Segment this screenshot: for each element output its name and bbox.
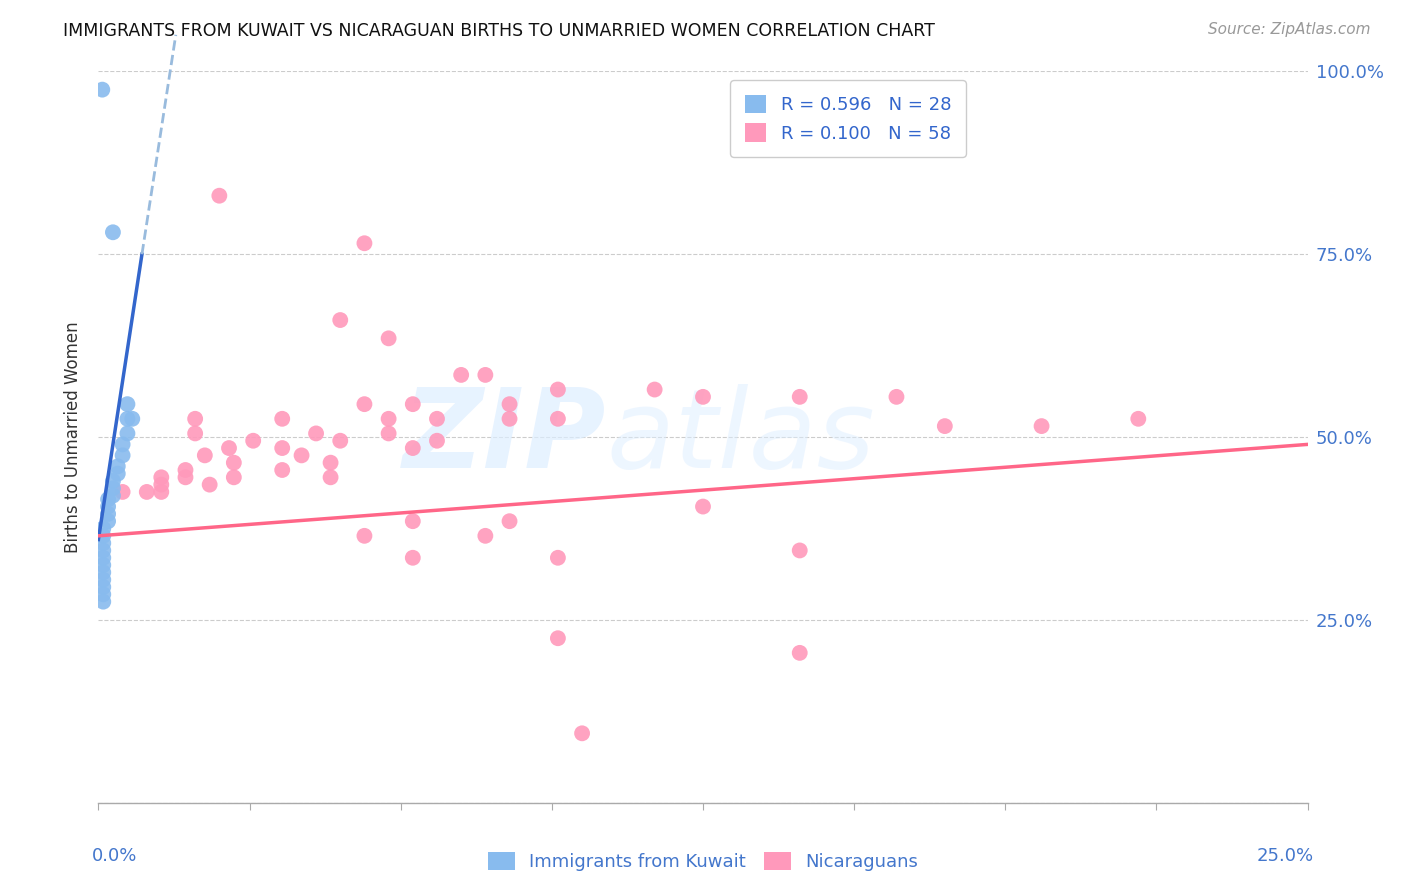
Point	[692, 390, 714, 404]
Point	[353, 397, 375, 411]
Point	[474, 529, 496, 543]
Point	[111, 448, 134, 462]
Text: 0.0%: 0.0%	[93, 847, 138, 864]
Point	[198, 477, 221, 491]
Point	[402, 514, 425, 528]
Point	[547, 550, 569, 565]
Point	[107, 459, 129, 474]
Point	[97, 507, 120, 521]
Point	[194, 448, 217, 462]
Point	[174, 470, 197, 484]
Point	[571, 726, 593, 740]
Point	[547, 412, 569, 426]
Text: 25.0%: 25.0%	[1257, 847, 1313, 864]
Point	[271, 441, 294, 455]
Point	[547, 383, 569, 397]
Point	[402, 441, 425, 455]
Point	[319, 456, 342, 470]
Point	[150, 477, 173, 491]
Point	[150, 485, 173, 500]
Point	[91, 83, 114, 97]
Text: atlas: atlas	[606, 384, 875, 491]
Point	[97, 492, 120, 507]
Point	[789, 390, 811, 404]
Point	[353, 236, 375, 251]
Point	[242, 434, 264, 448]
Point	[377, 426, 399, 441]
Point	[101, 225, 124, 239]
Point	[91, 536, 114, 550]
Point	[644, 383, 666, 397]
Legend: Immigrants from Kuwait, Nicaraguans: Immigrants from Kuwait, Nicaraguans	[481, 845, 925, 879]
Point	[450, 368, 472, 382]
Point	[101, 489, 124, 503]
Point	[498, 514, 520, 528]
Point	[117, 426, 139, 441]
Point	[222, 456, 245, 470]
Point	[91, 566, 114, 580]
Point	[117, 397, 139, 411]
Point	[353, 529, 375, 543]
Point	[222, 470, 245, 484]
Point	[692, 500, 714, 514]
Point	[101, 481, 124, 495]
Point	[547, 632, 569, 646]
Point	[174, 463, 197, 477]
Point	[329, 313, 352, 327]
Point	[91, 558, 114, 573]
Point	[329, 434, 352, 448]
Point	[91, 573, 114, 587]
Point	[319, 470, 342, 484]
Point	[91, 587, 114, 601]
Y-axis label: Births to Unmarried Women: Births to Unmarried Women	[65, 321, 83, 553]
Point	[97, 500, 120, 514]
Point	[184, 412, 207, 426]
Point	[91, 594, 114, 608]
Point	[111, 437, 134, 451]
Text: IMMIGRANTS FROM KUWAIT VS NICARAGUAN BIRTHS TO UNMARRIED WOMEN CORRELATION CHART: IMMIGRANTS FROM KUWAIT VS NICARAGUAN BIR…	[63, 22, 935, 40]
Point	[290, 448, 312, 462]
Point	[377, 412, 399, 426]
Point	[97, 514, 120, 528]
Point	[1031, 419, 1053, 434]
Point	[91, 543, 114, 558]
Point	[886, 390, 908, 404]
Point	[498, 412, 520, 426]
Point	[218, 441, 240, 455]
Point	[426, 434, 449, 448]
Point	[91, 580, 114, 594]
Legend: R = 0.596   N = 28, R = 0.100   N = 58: R = 0.596 N = 28, R = 0.100 N = 58	[730, 80, 966, 157]
Text: ZIP: ZIP	[402, 384, 606, 491]
Point	[934, 419, 956, 434]
Point	[91, 550, 114, 565]
Point	[402, 550, 425, 565]
Point	[121, 412, 143, 426]
Point	[117, 412, 139, 426]
Point	[271, 463, 294, 477]
Point	[498, 397, 520, 411]
Point	[107, 467, 129, 481]
Point	[150, 470, 173, 484]
Point	[305, 426, 328, 441]
Point	[135, 485, 157, 500]
Point	[271, 412, 294, 426]
Text: Source: ZipAtlas.com: Source: ZipAtlas.com	[1208, 22, 1371, 37]
Point	[1128, 412, 1150, 426]
Point	[402, 397, 425, 411]
Point	[474, 368, 496, 382]
Point	[101, 474, 124, 488]
Point	[789, 543, 811, 558]
Point	[184, 426, 207, 441]
Point	[377, 331, 399, 345]
Point	[426, 412, 449, 426]
Point	[208, 188, 231, 202]
Point	[91, 529, 114, 543]
Point	[111, 485, 134, 500]
Point	[789, 646, 811, 660]
Point	[91, 521, 114, 535]
